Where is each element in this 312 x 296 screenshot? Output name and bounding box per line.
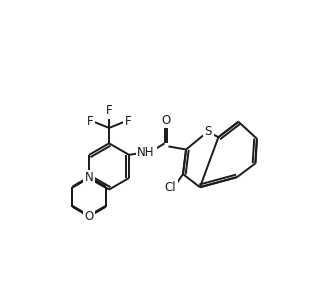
Text: F: F [86,115,93,128]
Text: O: O [85,209,94,222]
Text: F: F [125,115,132,128]
Text: NH: NH [137,146,155,159]
Text: Cl: Cl [165,181,177,194]
Text: O: O [161,114,171,127]
Text: N: N [85,171,94,184]
Text: O: O [85,210,94,223]
Text: F: F [106,104,112,118]
Text: N: N [85,171,94,184]
Text: S: S [205,125,212,138]
